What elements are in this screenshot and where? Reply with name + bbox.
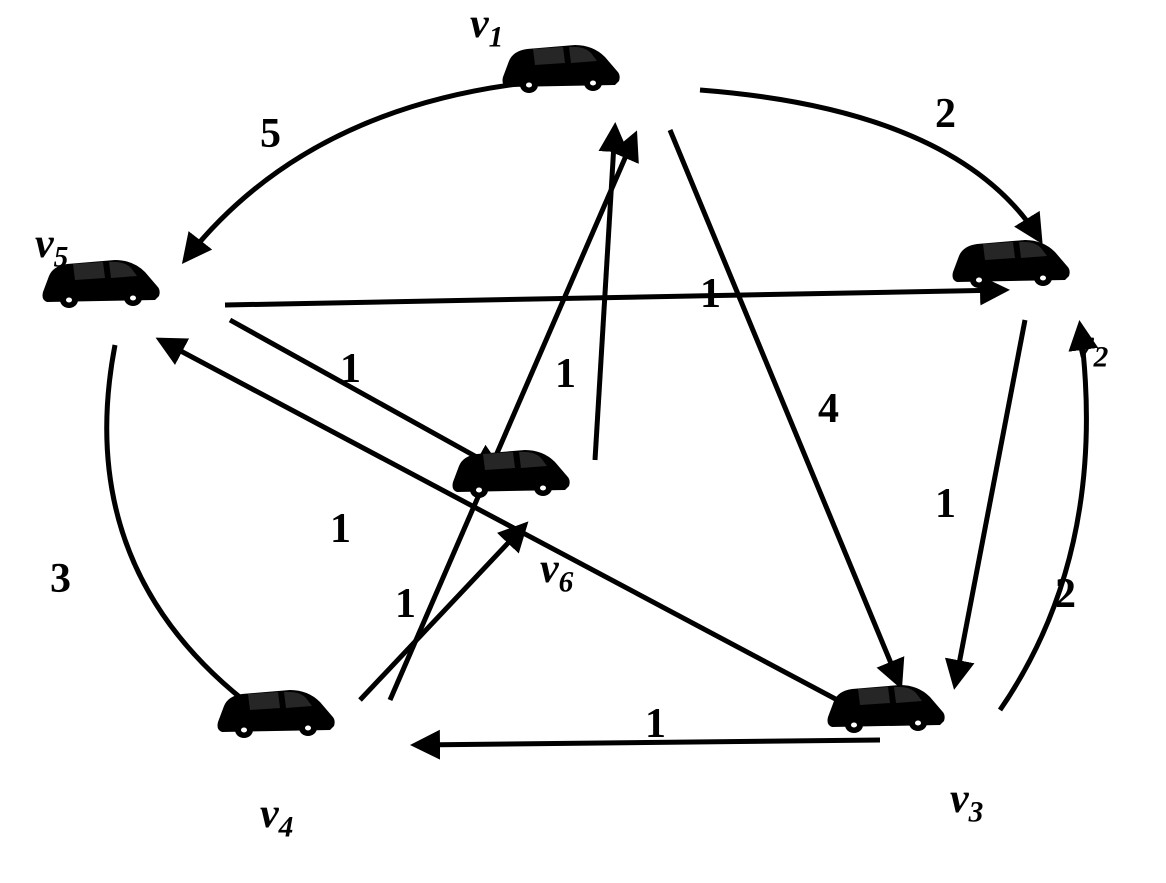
edge-weight-v3-v5: 1 xyxy=(330,505,351,553)
node-label-v4: v4 xyxy=(260,790,293,844)
edge-v6-v1 xyxy=(595,127,615,460)
node-label-v2: v2 xyxy=(1075,320,1108,374)
node-label-v3: v3 xyxy=(950,775,983,829)
edge-v5-v2 xyxy=(225,290,1005,305)
edge-weight-v4-v6: 1 xyxy=(395,580,416,628)
edge-v2-v3 xyxy=(955,320,1025,685)
edge-weight-v6-v1: 1 xyxy=(555,350,576,398)
node-label-sub: 4 xyxy=(279,811,294,843)
edge-v5-v4 xyxy=(107,345,270,720)
node-label-var: v xyxy=(470,1,489,47)
edge-weight-v5-v4: 3 xyxy=(50,555,71,603)
edge-v1-v5 xyxy=(185,80,555,260)
edge-v4-v6 xyxy=(360,525,525,700)
node-v1 xyxy=(495,35,625,100)
edge-weight-v1-v3: 4 xyxy=(818,385,839,433)
node-v2 xyxy=(945,230,1075,295)
node-label-var: v xyxy=(950,776,969,822)
node-label-sub: 2 xyxy=(1094,341,1109,373)
node-label-v1: v1 xyxy=(470,0,503,54)
node-v4 xyxy=(210,680,340,745)
edge-weight-v1-v2: 2 xyxy=(935,90,956,138)
node-label-var: v xyxy=(260,791,279,837)
node-label-sub: 1 xyxy=(489,21,504,53)
node-label-var: v xyxy=(35,221,54,267)
node-label-sub: 3 xyxy=(969,796,984,828)
node-label-v6: v6 xyxy=(540,545,573,599)
node-v6 xyxy=(445,440,575,505)
edge-weight-v2-v3: 1 xyxy=(935,480,956,528)
edge-weight-v5-v2: 1 xyxy=(700,270,721,318)
edge-v1-v2 xyxy=(700,90,1040,240)
node-label-var: v xyxy=(1075,321,1094,367)
edge-weight-v3-v4: 1 xyxy=(645,700,666,748)
edge-weight-v5-v6: 1 xyxy=(340,345,361,393)
network-diagram: v1v2v3v4v5v6 251411131112 xyxy=(0,0,1166,883)
node-label-sub: 6 xyxy=(559,566,574,598)
edges-layer xyxy=(0,0,1166,883)
node-label-var: v xyxy=(540,546,559,592)
node-label-v5: v5 xyxy=(35,220,68,274)
node-label-sub: 5 xyxy=(54,241,69,273)
edge-weight-v3-v2: 2 xyxy=(1055,570,1076,618)
edge-weight-v1-v5: 5 xyxy=(260,110,281,158)
edge-v1-v3 xyxy=(670,130,900,685)
node-v3 xyxy=(820,675,950,740)
